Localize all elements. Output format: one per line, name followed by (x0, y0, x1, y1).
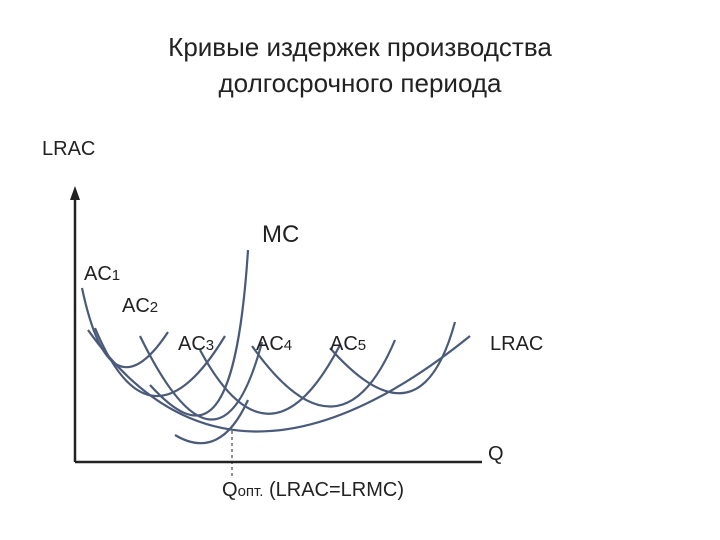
ac-label: AC4 (256, 333, 292, 355)
ac-sub: 5 (358, 337, 366, 354)
ac-sub: 2 (150, 299, 158, 316)
ac-sub: 4 (284, 337, 292, 354)
q-note: (LRAC=LRMC) (263, 479, 404, 501)
lrac-label: LRAC (490, 333, 543, 355)
ac-label: AC5 (330, 333, 366, 355)
ac-sub: 1 (112, 267, 120, 284)
ac-base: AC (84, 263, 112, 285)
ac-base: AC (330, 333, 358, 355)
q-sub: опт. (238, 483, 264, 500)
low-curve (174, 399, 250, 445)
ac5-curve (251, 339, 397, 408)
ac-label: AC1 (84, 263, 120, 285)
x-axis-label: Q (488, 443, 504, 465)
ac-label: AC2 (122, 295, 158, 317)
ac-sub: 3 (206, 337, 214, 354)
mc-label: MC (262, 221, 299, 248)
q-base: Q (222, 479, 238, 501)
ac4-curve (199, 344, 341, 415)
ac-base: AC (122, 295, 150, 317)
title-line: Кривые издержек производства (168, 32, 552, 62)
y-axis-label: LRAC (42, 138, 95, 160)
mc-curve (149, 249, 250, 417)
ac3-curve (139, 335, 264, 421)
ac-base: AC (178, 333, 206, 355)
lrac-curve (87, 329, 471, 433)
ac-base: AC (256, 333, 284, 355)
axis-arrow (70, 186, 80, 200)
title-line: долгосрочного периода (219, 68, 502, 98)
optimum-label: Qопт. (LRAC=LRMC) (222, 479, 404, 501)
ac6-curve (329, 321, 457, 395)
ac-label: AC3 (178, 333, 214, 355)
